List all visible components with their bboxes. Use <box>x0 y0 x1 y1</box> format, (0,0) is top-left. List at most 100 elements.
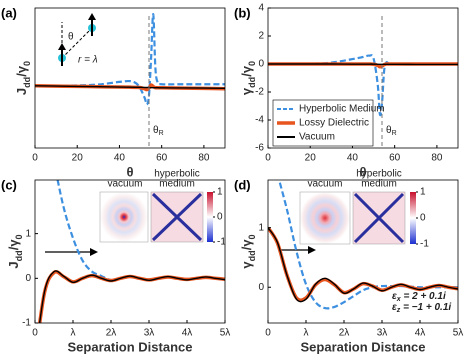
y-tick-label: 4 <box>258 3 264 14</box>
y-axis-label-part: dd <box>247 250 257 261</box>
arrow-head <box>90 248 98 256</box>
note-part: z <box>396 307 401 314</box>
data-line <box>268 227 458 303</box>
theta-label: θ <box>68 32 74 43</box>
x-axis-label: θ <box>359 164 366 179</box>
inset-label: hyperbolic <box>154 169 200 180</box>
y-axis-label-part: 0 <box>22 61 32 66</box>
marker-label-part: R <box>159 130 164 137</box>
y-axis-label: Jdd/γ0 <box>6 234 24 268</box>
x-tick-label: 3λ <box>144 328 155 339</box>
panel-label: (b) <box>234 5 251 20</box>
plot-area <box>35 13 225 106</box>
note-part: x <box>396 296 402 303</box>
x-tick-label: 60 <box>156 153 168 164</box>
x-axis-label: Separation Distance <box>301 339 426 354</box>
dipole-sketch: θ r = λ <box>58 13 98 66</box>
marker-label-part: θ <box>386 125 392 136</box>
plot-area <box>268 180 458 310</box>
colorbar <box>207 192 213 242</box>
y-tick-label: -4 <box>255 115 264 126</box>
note: εz = −1 + 0.1i <box>392 302 451 315</box>
field-insets-c <box>45 191 213 256</box>
inset-label: vacuum <box>307 179 342 190</box>
plot-frame <box>267 7 459 149</box>
y-axis-label-part: 0 <box>247 234 257 239</box>
note-part: = −1 + 0.1i <box>400 302 451 313</box>
x-tick-label: 2λ <box>339 328 350 339</box>
arrow-head <box>308 246 316 254</box>
x-tick-label: 2λ <box>106 328 117 339</box>
data-line <box>35 85 225 89</box>
y-axis-label-part: γ <box>239 87 254 95</box>
x-tick-label: 60 <box>389 153 401 164</box>
note: εx = 2 + 0.1i <box>392 291 446 304</box>
y-tick-label: 0 <box>258 59 264 70</box>
panel-label: (c) <box>1 177 17 192</box>
inset-label: medium <box>361 179 397 190</box>
x-tick-label: 20 <box>72 153 84 164</box>
arrow-head <box>88 13 96 20</box>
legend-label: Lossy Dielectric <box>299 118 369 129</box>
x-tick-label: 80 <box>198 153 210 164</box>
y-tick-label: 2 <box>258 31 264 42</box>
x-tick-label: λ <box>71 328 76 339</box>
colorbar <box>410 192 416 244</box>
y-tick-label: 1 <box>258 222 264 233</box>
y-axis-label-part: dd <box>14 250 24 261</box>
data-line <box>38 270 225 323</box>
x-tick-label: 0 <box>265 328 271 339</box>
colorbar-label: 0 <box>217 212 223 223</box>
x-tick-label: 0 <box>32 328 38 339</box>
marker-label: θR <box>153 125 164 138</box>
y-axis-label-part: γ <box>239 261 254 269</box>
x-tick-label: 3λ <box>377 328 388 339</box>
x-tick-label: 40 <box>114 153 126 164</box>
x-tick-label: 20 <box>305 153 317 164</box>
colorbar-label: -1 <box>217 237 226 248</box>
arrow-head <box>58 43 66 50</box>
y-axis-label: Jdd/γ0 <box>14 61 32 95</box>
x-tick-label: 0 <box>265 153 271 164</box>
y-axis-label-part: 0 <box>247 61 257 66</box>
x-tick-label: 40 <box>347 153 359 164</box>
marker-label-part: θ <box>153 125 159 136</box>
x-tick-label: λ <box>304 328 309 339</box>
x-tick-label: 4λ <box>182 328 193 339</box>
data-line <box>35 13 225 106</box>
y-tick-label: -2 <box>255 87 264 98</box>
y-axis-label-part: dd <box>22 77 32 88</box>
y-tick-label: 0 <box>258 282 264 293</box>
y-axis-label: γdd/γ0 <box>239 234 257 268</box>
note-part: = 2 + 0.1i <box>401 291 446 302</box>
colorbar-label: 1 <box>217 187 223 198</box>
plot-frame <box>267 179 459 324</box>
legend-label: Vacuum <box>299 132 335 143</box>
marker-label: θR <box>386 125 397 138</box>
y-axis-label-part: /γ <box>239 239 254 251</box>
x-tick-label: 0 <box>32 153 38 164</box>
y-axis-label-part: /γ <box>6 239 21 251</box>
hyperbolic-cone <box>353 192 405 244</box>
legend-label: Hyperbolic Medium <box>299 104 385 115</box>
colorbar-label: 0 <box>420 213 426 224</box>
plot-area <box>268 54 458 117</box>
y-tick-label: -1 <box>22 318 31 329</box>
x-axis-label: Separation Distance <box>68 339 193 354</box>
x-tick-label: 4λ <box>415 328 426 339</box>
panel-label: (d) <box>234 177 251 192</box>
inset-label: medium <box>159 179 195 190</box>
marker-label-part: R <box>392 130 397 137</box>
x-axis-label: θ <box>126 164 133 179</box>
plot-area <box>37 180 225 323</box>
colorbar-label: 1 <box>420 187 426 198</box>
note-part: ε <box>392 302 397 313</box>
y-axis-label-part: /γ <box>239 65 254 77</box>
y-axis-label-part: J <box>6 261 21 268</box>
field-insets-d <box>278 191 416 254</box>
y-axis-label: γdd/γ0 <box>239 61 257 95</box>
y-axis-label-part: /γ <box>14 65 29 77</box>
x-tick-label: 80 <box>431 153 443 164</box>
x-tick-label: 5λ <box>220 328 231 339</box>
